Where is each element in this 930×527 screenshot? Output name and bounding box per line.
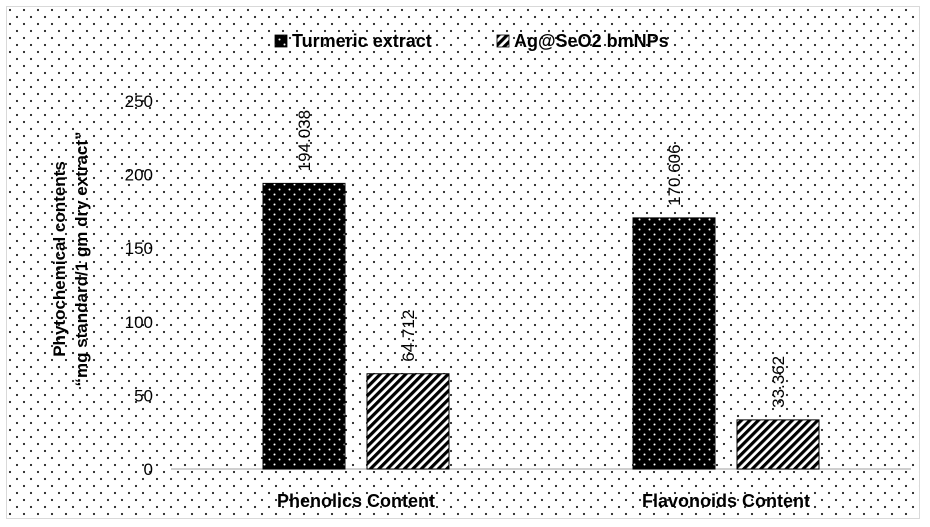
y-axis-title-line1: Phytochemical contents [50, 161, 69, 357]
bar [736, 419, 820, 470]
legend-label: Turmeric extract [292, 31, 432, 51]
legend: Turmeric extract Ag@SeO2 bmNPs [274, 31, 669, 51]
bar-value-label: 194.038 [295, 110, 314, 171]
y-tick-label: 100 [125, 313, 153, 332]
x-tick-label: Flavonoids Content [642, 491, 810, 511]
legend-label: Ag@SeO2 bmNPs [514, 31, 669, 51]
y-tick-label: 0 [144, 460, 153, 479]
legend-swatch [274, 34, 288, 48]
y-axis-title-line2: “mg standard/1 gm dry extract” [72, 131, 91, 386]
bar-value-label: 33.362 [769, 356, 788, 408]
y-tick-label: 250 [125, 92, 153, 111]
y-tick-label: 50 [134, 386, 153, 405]
bars [262, 182, 820, 470]
data-labels: 194.038 64.712 170.606 33.362 [295, 110, 788, 408]
y-tick-label: 200 [125, 166, 153, 185]
bar-value-label: 170.606 [665, 144, 684, 205]
x-tick-label: Phenolics Content [277, 491, 435, 511]
bar-chart: Turmeric extract Ag@SeO2 bmNPs Phytochemi… [7, 7, 919, 518]
bar [366, 373, 450, 470]
x-axis: Phenolics Content Flavonoids Content [277, 491, 810, 511]
legend-swatch [496, 34, 510, 48]
bar [262, 182, 346, 470]
bar [632, 217, 716, 470]
chart-frame: Turmeric extract Ag@SeO2 bmNPs Phytochemi… [6, 6, 920, 519]
y-tick-label: 150 [125, 239, 153, 258]
bar-value-label: 64.712 [399, 310, 418, 362]
